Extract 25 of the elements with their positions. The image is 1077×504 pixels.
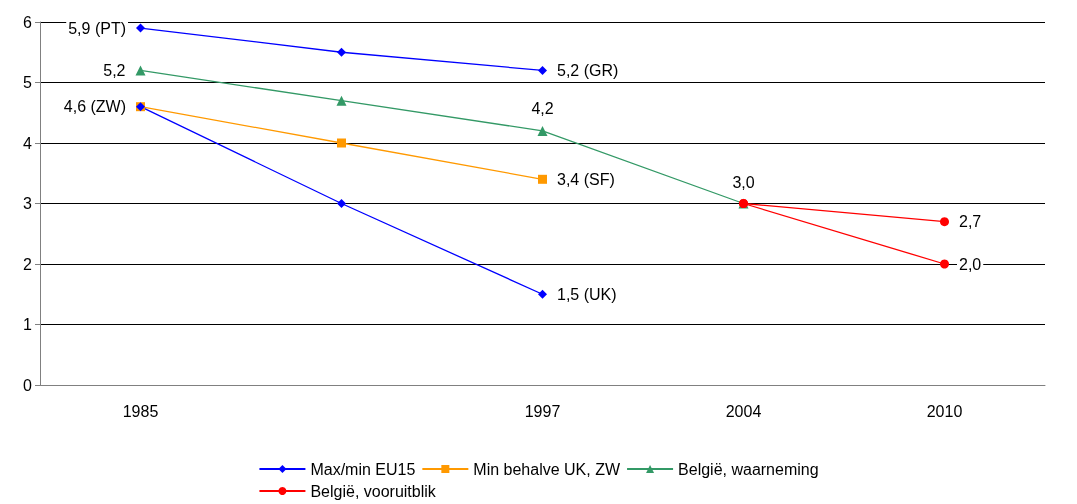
data-label: 3,0 (732, 173, 755, 191)
data-label: 1,5 (UK) (557, 285, 617, 303)
y-tick-label: 2 (23, 255, 33, 273)
y-tick-label: 4 (23, 134, 33, 152)
x-tick-label: 1997 (524, 402, 561, 420)
legend-label: Max/min EU15 (310, 460, 416, 478)
legend-label: België, vooruitblik (310, 482, 437, 500)
y-tick-label: 0 (23, 376, 33, 394)
y-tick-label: 3 (23, 195, 33, 212)
data-label: 4,6 (ZW) (63, 98, 126, 116)
x-tick-label: 2004 (725, 402, 762, 420)
data-label: 2,7 (959, 213, 982, 231)
x-tick-label: 1985 (122, 402, 159, 420)
data-label: 5,2 (GR) (557, 61, 619, 79)
data-label: 3,4 (SF) (557, 170, 615, 188)
y-tick-label: 5 (23, 74, 33, 91)
data-label: 5,9 (PT) (68, 19, 126, 37)
legend-label: België, waarneming (678, 460, 819, 478)
legend-label: Min behalve UK, ZW (473, 460, 621, 478)
x-tick-label: 2010 (926, 402, 963, 420)
data-label: 2,0 (959, 255, 982, 273)
data-label: 5,2 (103, 61, 126, 79)
data-label: 4,2 (531, 100, 554, 118)
y-tick-label: 6 (23, 13, 33, 31)
y-tick-label: 1 (23, 316, 33, 333)
